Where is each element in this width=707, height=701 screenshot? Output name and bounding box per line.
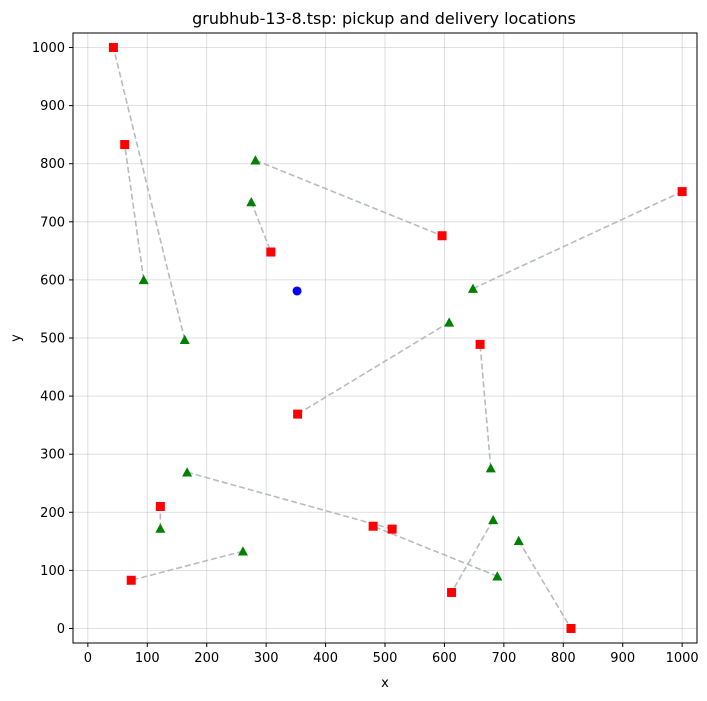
delivery-point	[155, 501, 165, 511]
y-tick-label: 900	[40, 99, 65, 114]
delivery-point	[266, 247, 276, 257]
x-tick-label: 700	[491, 651, 516, 666]
pair-line	[297, 321, 450, 415]
y-tick-label: 300	[40, 448, 65, 463]
y-tick-label: 600	[40, 273, 65, 288]
x-tick-label: 200	[194, 651, 219, 666]
delivery-point	[126, 575, 136, 585]
delivery-point	[447, 587, 457, 597]
pair-line	[450, 519, 494, 593]
pickup-point	[138, 274, 149, 285]
delivery-point	[677, 187, 687, 197]
pair-line	[186, 471, 393, 530]
y-tick-label: 700	[40, 215, 65, 230]
y-tick-label: 200	[40, 506, 65, 521]
pickup-point	[513, 535, 524, 546]
y-axis-label: y	[9, 334, 24, 342]
delivery-point	[120, 140, 130, 150]
x-tick-label: 300	[254, 651, 279, 666]
y-tick-label: 800	[40, 157, 65, 172]
pickup-point	[237, 546, 248, 556]
pickup-point	[488, 514, 499, 525]
pickup-point	[492, 571, 503, 581]
pair-line	[123, 144, 145, 281]
pickup-point	[485, 463, 496, 473]
pair-line	[255, 159, 443, 237]
pair-line	[518, 540, 572, 629]
y-tick-label: 100	[40, 564, 65, 579]
y-tick-label: 1000	[32, 41, 65, 56]
points	[108, 43, 687, 633]
pair-line	[479, 344, 492, 469]
y-tick-label: 400	[40, 390, 65, 405]
x-tick-label: 400	[313, 651, 338, 666]
x-tick-label: 500	[373, 651, 398, 666]
delivery-point	[475, 339, 485, 349]
delivery-point	[293, 409, 303, 419]
pair-line	[131, 550, 244, 582]
delivery-point	[566, 623, 576, 633]
pickup-point	[250, 155, 261, 165]
x-tick-label: 100	[135, 651, 160, 666]
pickup-point	[246, 197, 257, 207]
chart-title: grubhub-13-8.tsp: pickup and delivery lo…	[192, 9, 576, 28]
pair-line	[472, 190, 683, 290]
grid	[73, 33, 697, 643]
pickup-point	[155, 523, 166, 533]
pair-lines	[112, 47, 683, 629]
pair-line	[372, 525, 498, 577]
pickup-point	[444, 317, 455, 327]
pickup-point	[182, 467, 193, 477]
x-axis-label: x	[381, 676, 389, 691]
delivery-point	[368, 521, 378, 531]
x-tick-label: 800	[551, 651, 576, 666]
y-tick-label: 0	[57, 622, 65, 637]
pickup-point	[467, 283, 478, 293]
x-axis: 0 100 200 300 400 500 600 700 800 900 1000	[84, 643, 699, 666]
depot-point	[292, 286, 302, 296]
delivery-point	[108, 43, 118, 53]
pair-line	[112, 47, 186, 340]
pickup-point	[179, 334, 190, 344]
x-tick-label: 1000	[666, 651, 699, 666]
x-tick-label: 600	[432, 651, 457, 666]
x-tick-label: 0	[84, 651, 92, 666]
delivery-point	[437, 231, 447, 241]
pair-line	[250, 201, 272, 253]
x-tick-label: 900	[610, 651, 635, 666]
delivery-point	[387, 524, 397, 534]
y-axis: 0 100 200 300 400 500 600 700 800 900 1000	[32, 41, 73, 637]
y-tick-label: 500	[40, 332, 65, 347]
